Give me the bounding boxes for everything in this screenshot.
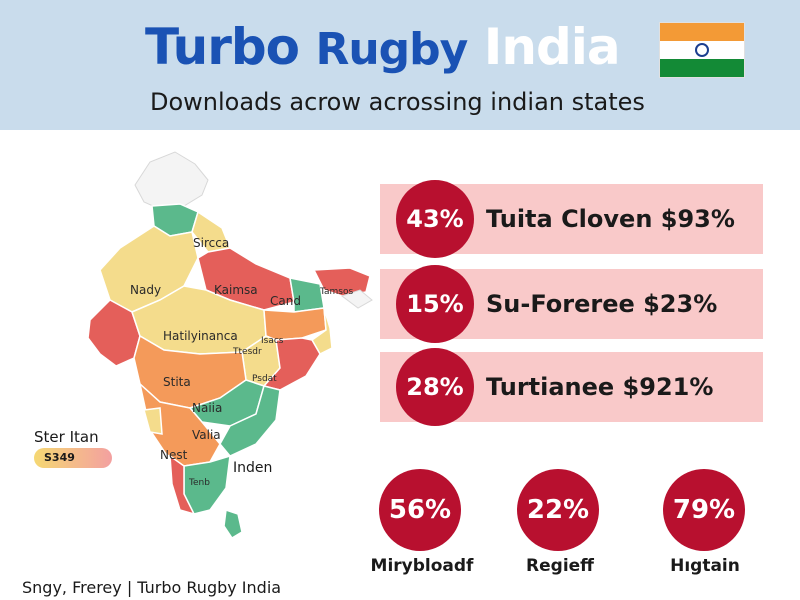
metric-circle: 79%: [663, 469, 745, 551]
stat-row: 28% Turtianee $921%: [380, 348, 763, 426]
map-region-north: [134, 151, 209, 211]
map-label: Isacs: [261, 336, 284, 346]
flag-green-band: [660, 58, 744, 77]
map-caption: Inden: [233, 460, 273, 476]
india-flag-icon: [659, 22, 745, 78]
flag-white-band: [660, 40, 744, 59]
stat-row-text: Turtianee $921%: [486, 373, 714, 401]
stat-row: 43% Tuita Cloven $93%: [380, 180, 763, 258]
map-region-east-edge: [340, 289, 373, 309]
map-label: Nady: [130, 283, 162, 297]
metric-label: Regieff: [526, 556, 594, 576]
stat-row: 15% Su-Foreree $23%: [380, 265, 763, 343]
chakra-icon: [695, 42, 709, 57]
map-label: Naiia: [192, 401, 223, 415]
map-region-goa: [143, 407, 163, 435]
india-map: [87, 151, 373, 540]
map-label: Psdat: [252, 374, 277, 384]
map-label: Sircca: [193, 236, 230, 250]
stat-percent-circle: 28%: [396, 348, 474, 426]
metric-circle: 22%: [517, 469, 599, 551]
title-word-turbo: Turbo: [145, 18, 300, 76]
page-subtitle: Downloads acrow acrossing indian states: [150, 88, 645, 116]
map-label: Nest: [160, 448, 188, 462]
metric-label: Hıgtain: [670, 556, 740, 576]
map-label: Valia: [192, 428, 221, 442]
metric-label: Mirybloadf: [370, 556, 474, 576]
map-region-odisha: [262, 337, 321, 391]
map-label: Tamsos: [320, 287, 354, 297]
map-label: Kaimsa: [214, 283, 258, 297]
map-region-island: [223, 508, 243, 540]
stat-row-text: Tuita Cloven $93%: [486, 205, 735, 233]
title-word-rugby: Rugby: [315, 24, 468, 75]
map-region-northeast: [312, 267, 371, 297]
map-region-andhra-pradesh: [219, 385, 281, 457]
map-label: Ttesdr: [233, 347, 262, 357]
side-label: Ster Itan: [34, 428, 99, 446]
map-region-karnataka: [138, 381, 221, 467]
stat-percent-circle: 43%: [396, 180, 474, 258]
footer-credit: Sngy, Frerey | Turbo Rugby India: [22, 578, 282, 597]
map-label: Cand: [270, 294, 301, 308]
stat-row-text: Su-Foreree $23%: [486, 290, 718, 318]
metric-circle: 56%: [379, 469, 461, 551]
page-title: Turbo Rugby India: [145, 14, 621, 83]
map-region-uttarakhand: [191, 210, 232, 253]
map-label: Hatilyinanca: [163, 329, 238, 343]
map-label: Stita: [163, 375, 191, 389]
side-value-pill: S349: [34, 448, 112, 468]
stat-percent-circle: 15%: [396, 265, 474, 343]
title-word-india: India: [483, 18, 621, 76]
flag-saffron-band: [660, 23, 744, 41]
map-region-kerala: [169, 454, 196, 516]
map-label: Tenb: [189, 478, 210, 488]
